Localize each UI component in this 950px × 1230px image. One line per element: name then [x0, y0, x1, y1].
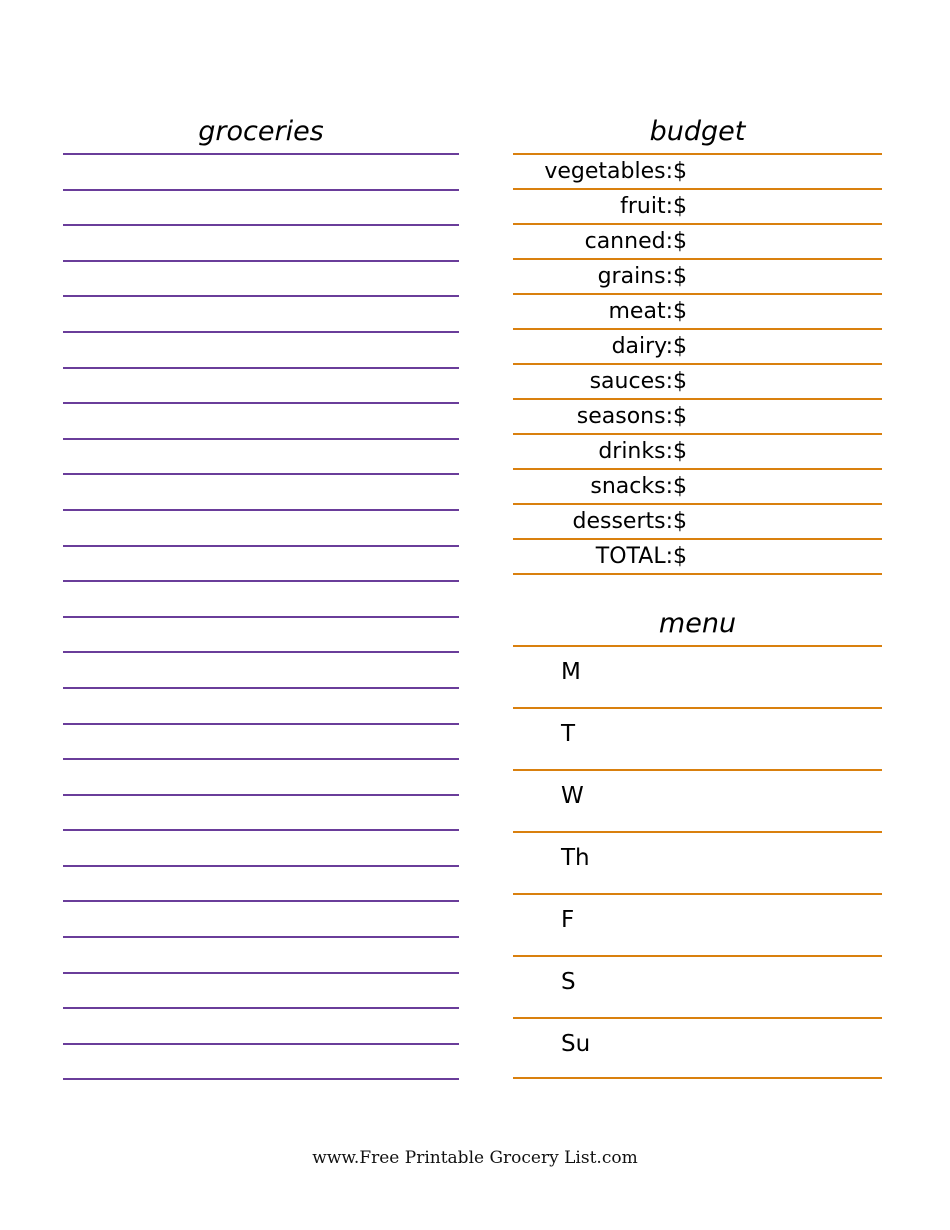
menu-row[interactable]: W — [513, 769, 882, 831]
grocery-line[interactable] — [63, 864, 459, 901]
grocery-line[interactable] — [63, 1007, 459, 1043]
menu-day-label: T — [561, 721, 576, 747]
groceries-section: groceries — [63, 118, 459, 1114]
budget-row-label: dairy: — [513, 328, 673, 364]
budget-row-amount[interactable]: $ — [673, 538, 882, 575]
grocery-line[interactable] — [63, 402, 459, 438]
grocery-line[interactable] — [63, 793, 459, 830]
grocery-line[interactable] — [63, 437, 459, 474]
grocery-line[interactable] — [63, 615, 459, 652]
grocery-line[interactable] — [63, 936, 459, 972]
grocery-line[interactable] — [63, 224, 459, 260]
grocery-line[interactable] — [63, 153, 459, 189]
budget-row-label: drinks: — [513, 433, 673, 469]
grocery-line[interactable] — [63, 1042, 459, 1079]
groceries-heading: groceries — [198, 116, 324, 147]
menu-day-label: F — [561, 907, 575, 933]
menu-day-label: M — [561, 659, 581, 685]
grocery-line[interactable] — [63, 900, 459, 936]
budget-row-amount[interactable]: $ — [673, 223, 882, 259]
grocery-line[interactable] — [63, 473, 459, 509]
menu-day-label: S — [561, 969, 576, 995]
budget-row: canned: $ — [513, 223, 882, 259]
grocery-line[interactable] — [63, 829, 459, 865]
budget-row: drinks: $ — [513, 433, 882, 469]
budget-row-label: seasons: — [513, 398, 673, 434]
budget-row-amount[interactable]: $ — [673, 328, 882, 364]
grocery-line[interactable] — [63, 1078, 459, 1114]
budget-row: dairy: $ — [513, 328, 882, 364]
budget-row-label: sauces: — [513, 363, 673, 399]
grocery-line[interactable] — [63, 722, 459, 759]
footer-website-url: www.Free Printable Grocery List.com — [312, 1148, 638, 1168]
menu-section: menu M T W Th F S Su — [513, 610, 882, 1079]
menu-day-label: Th — [561, 845, 590, 871]
budget-row-amount[interactable]: $ — [673, 293, 882, 329]
budget-row-label: snacks: — [513, 468, 673, 504]
grocery-line[interactable] — [63, 188, 459, 225]
budget-row-amount[interactable]: $ — [673, 363, 882, 399]
budget-row-label: desserts: — [513, 503, 673, 539]
budget-row: sauces: $ — [513, 363, 882, 399]
grocery-line[interactable] — [63, 580, 459, 616]
budget-row-amount[interactable]: $ — [673, 468, 882, 504]
grocery-line[interactable] — [63, 651, 459, 687]
budget-row: snacks: $ — [513, 468, 882, 504]
menu-row[interactable]: T — [513, 707, 882, 769]
grocery-line[interactable] — [63, 508, 459, 545]
budget-row: vegetables: $ — [513, 153, 882, 189]
budget-row-amount[interactable]: $ — [673, 398, 882, 434]
budget-row: TOTAL: $ — [513, 538, 882, 575]
budget-row: fruit: $ — [513, 188, 882, 224]
menu-row[interactable]: Su — [513, 1017, 882, 1079]
grocery-line[interactable] — [63, 758, 459, 794]
budget-row-amount[interactable]: $ — [673, 258, 882, 294]
menu-day-label: Su — [561, 1031, 591, 1057]
budget-row-amount[interactable]: $ — [673, 503, 882, 539]
menu-row[interactable]: Th — [513, 831, 882, 893]
grocery-line[interactable] — [63, 971, 459, 1008]
budget-table: vegetables: $ fruit: $ canned: $ grains: $ meat:… — [513, 153, 882, 575]
budget-section: budget vegetables: $ fruit: $ canned: $ grains… — [513, 118, 882, 575]
grocery-line[interactable] — [63, 295, 459, 331]
menu-heading: menu — [658, 608, 737, 639]
menu-day-label: W — [561, 783, 584, 809]
budget-row-label: grains: — [513, 258, 673, 294]
grocery-line[interactable] — [63, 259, 459, 296]
budget-row-label: canned: — [513, 223, 673, 259]
budget-heading: budget — [649, 116, 746, 147]
budget-row-amount[interactable]: $ — [673, 433, 882, 469]
budget-row-amount[interactable]: $ — [673, 153, 882, 189]
budget-row-label: fruit: — [513, 188, 673, 224]
budget-row: grains: $ — [513, 258, 882, 294]
grocery-line[interactable] — [63, 544, 459, 581]
menu-row[interactable]: F — [513, 893, 882, 955]
grocery-line[interactable] — [63, 330, 459, 367]
budget-row-label: TOTAL: — [513, 538, 673, 575]
grocery-line[interactable] — [63, 686, 459, 723]
budget-row: seasons: $ — [513, 398, 882, 434]
menu-row[interactable]: M — [513, 645, 882, 707]
menu-row[interactable]: S — [513, 955, 882, 1017]
budget-row: meat: $ — [513, 293, 882, 329]
groceries-write-in-lines — [63, 153, 459, 1114]
budget-row-label: meat: — [513, 293, 673, 329]
budget-row: desserts: $ — [513, 503, 882, 539]
menu-rows: M T W Th F S Su — [513, 645, 882, 1079]
grocery-line[interactable] — [63, 366, 459, 403]
budget-row-label: vegetables: — [513, 153, 673, 189]
budget-row-amount[interactable]: $ — [673, 188, 882, 224]
